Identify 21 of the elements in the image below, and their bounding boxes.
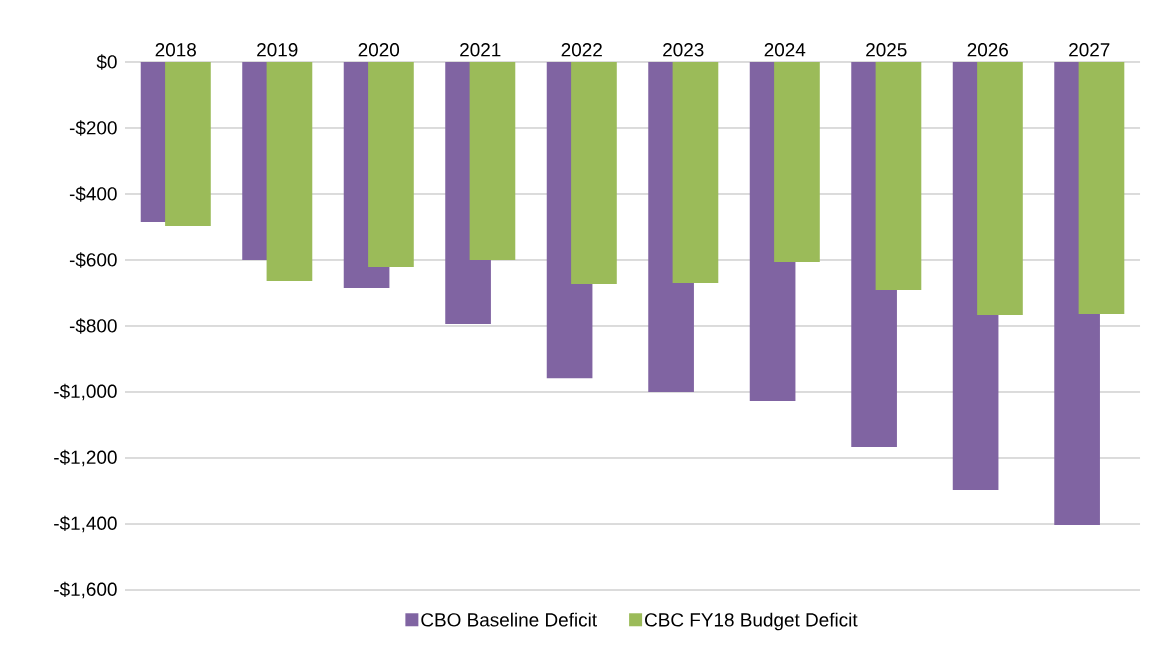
y-tick-label: -$600 [69, 252, 117, 268]
legend-label: CBC FY18 Budget Deficit [645, 612, 858, 631]
x-tick-label: 2021 [460, 43, 501, 57]
y-tick-label: -$1,000 [54, 383, 117, 401]
y-tick-label: -$1,600 [54, 581, 117, 599]
x-tick-label: 2018 [155, 43, 196, 57]
x-tick-label: 2019 [257, 43, 298, 57]
y-tick-label: -$1,200 [54, 449, 117, 467]
x-tick-label: 2026 [967, 43, 1008, 57]
x-tick-label: 2025 [866, 43, 907, 57]
y-tick-label: $0 [96, 54, 117, 70]
y-tick-label: -$1,400 [54, 515, 117, 533]
y-tick-label: -$200 [69, 120, 117, 136]
x-tick-label: 2022 [561, 43, 602, 57]
legend-label: CBO Baseline Deficit [421, 612, 597, 627]
x-tick-label: 2020 [358, 43, 400, 57]
x-tick-label: 2023 [663, 43, 704, 57]
x-tick-label: 2024 [764, 43, 806, 57]
x-tick-label: 2027 [1069, 43, 1110, 57]
y-tick-label: -$400 [69, 186, 117, 202]
y-tick-label: -$800 [69, 318, 117, 334]
